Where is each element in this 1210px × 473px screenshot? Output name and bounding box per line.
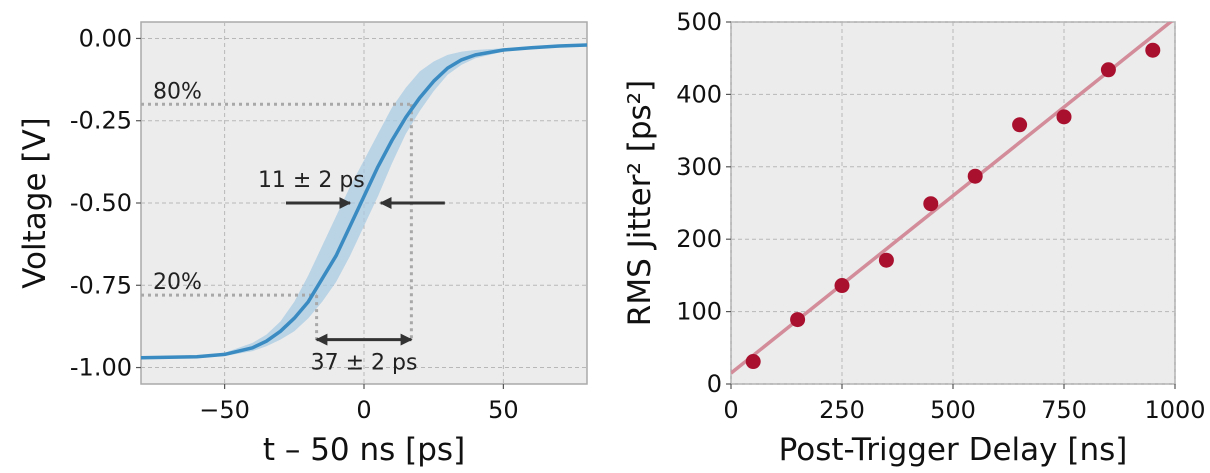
right-x-tick-label: 0	[723, 396, 738, 424]
left-gridlines	[141, 22, 587, 384]
left-x-tick-label: 50	[488, 396, 519, 424]
fit-line	[731, 22, 1174, 375]
right-y-tick-label: 0	[707, 370, 722, 398]
left-series-line	[140, 43, 588, 360]
annotation-label: 11 ± 2 ps	[258, 168, 365, 193]
left-uncertainty-band	[141, 44, 587, 358]
left-y-axis-label: Voltage [V]	[17, 117, 53, 289]
left-annotations: 11 ± 2 ps 37 ± 2 ps	[258, 168, 445, 376]
scatter-point	[790, 312, 806, 328]
reference-label: 20%	[153, 270, 202, 295]
left-chart-panel: 80% 20% 11 ± 2 ps 37 ± 2 ps −50 0 50 0.00 -0.2…	[17, 21, 588, 468]
scatter-point	[1145, 42, 1161, 58]
right-y-tick-label: 100	[676, 298, 722, 326]
scatter-point	[967, 168, 983, 184]
scatter-point	[923, 196, 939, 212]
right-x-tick-label: 250	[819, 396, 865, 424]
series-line	[140, 43, 588, 360]
right-x-tick-label: 500	[930, 396, 976, 424]
right-x-axis-label: Post-Trigger Delay [ns]	[779, 432, 1128, 468]
left-y-tick-label: 0.00	[79, 24, 132, 52]
left-x-tick-label: −50	[199, 396, 250, 424]
scatter-point	[1056, 109, 1072, 125]
right-chart-panel: 0 250 500 750 1000 0 100 200 300 400 500 Post-Trig…	[622, 8, 1206, 468]
right-tick-labels: 0 250 500 750 1000 0 100 200 300 400 500	[676, 8, 1205, 424]
right-x-tick-label: 1000	[1144, 396, 1205, 424]
right-gridlines	[730, 21, 1176, 385]
right-x-tick-label: 750	[1041, 396, 1087, 424]
left-reference-lines: 80% 20%	[141, 79, 413, 342]
left-y-tick-label: -0.75	[70, 271, 132, 299]
uncertainty-band	[141, 44, 587, 358]
left-x-tick-label: 0	[356, 396, 371, 424]
left-tick-labels: −50 0 50 0.00 -0.25 -0.50 -0.75 -1.00	[70, 24, 519, 424]
right-y-axis-label: RMS Jitter² [ps²]	[622, 80, 658, 326]
right-y-tick-label: 500	[676, 8, 722, 36]
right-fit-line	[731, 22, 1174, 375]
scatter-point	[878, 252, 894, 268]
left-y-tick-label: -0.25	[70, 107, 132, 135]
left-y-tick-label: -1.00	[70, 354, 132, 382]
right-y-tick-label: 400	[676, 80, 722, 108]
annotation-label: 37 ± 2 ps	[311, 351, 418, 376]
scatter-point	[745, 354, 761, 370]
right-y-tick-label: 300	[676, 153, 722, 181]
right-y-tick-label: 200	[676, 225, 722, 253]
scatter-point	[1012, 117, 1028, 133]
scatter-point	[834, 278, 850, 294]
left-x-axis-label: t – 50 ns [ps]	[263, 432, 465, 468]
reference-label: 80%	[153, 79, 202, 104]
right-scatter-points	[745, 42, 1161, 370]
left-y-tick-label: -0.50	[70, 189, 132, 217]
scatter-point	[1100, 62, 1116, 78]
